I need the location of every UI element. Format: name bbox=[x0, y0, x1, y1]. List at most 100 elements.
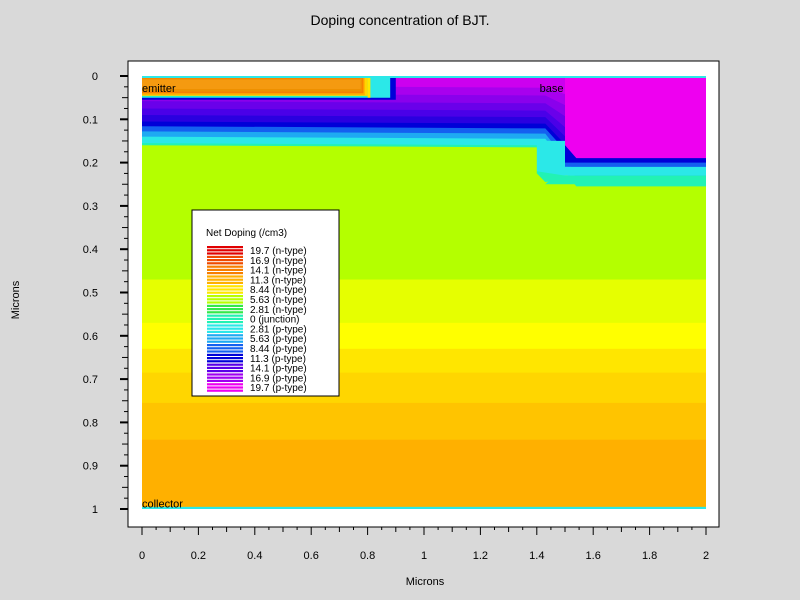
legend-swatch-6-1 bbox=[207, 308, 243, 311]
emitter-edge bbox=[367, 76, 371, 98]
legend-swatch-4-2 bbox=[207, 291, 243, 294]
legend-label-7: 0 (junction) bbox=[250, 315, 299, 326]
base-contact-region bbox=[565, 76, 706, 159]
x-tick-label-5: 1 bbox=[421, 550, 427, 562]
x-tick-label-4: 0.8 bbox=[360, 550, 375, 562]
legend-label-10: 8.44 (p-type) bbox=[250, 344, 307, 355]
chart-title: Doping concentration of BJT. bbox=[310, 12, 490, 28]
y-tick-label-7: 0.7 bbox=[83, 374, 98, 386]
legend-swatch-12-0 bbox=[207, 363, 243, 366]
legend-swatch-6-2 bbox=[207, 311, 243, 314]
y-tick-label-3: 0.3 bbox=[83, 201, 98, 213]
x-tick-label-1: 0.2 bbox=[191, 550, 206, 562]
legend-swatch-11-1 bbox=[207, 357, 243, 360]
x-tick-label-10: 2 bbox=[703, 550, 709, 562]
legend-swatch-12-1 bbox=[207, 366, 243, 369]
legend-label-5: 5.63 (n-type) bbox=[250, 295, 307, 306]
x-tick-label-0: 0 bbox=[139, 550, 145, 562]
legend-swatch-10-2 bbox=[207, 350, 243, 353]
emitter-core bbox=[142, 79, 361, 89]
x-tick-label-3: 0.6 bbox=[304, 550, 319, 562]
x-tick-label-6: 1.2 bbox=[473, 550, 488, 562]
legend-label-12: 14.1 (p-type) bbox=[250, 364, 307, 375]
legend-swatch-1-1 bbox=[207, 259, 243, 262]
region-label-emitter: emitter bbox=[142, 83, 176, 95]
legend-label-11: 11.3 (p-type) bbox=[250, 354, 306, 365]
legend-swatch-5-0 bbox=[207, 295, 243, 298]
legend-swatch-4-0 bbox=[207, 285, 243, 288]
legend-swatch-14-2 bbox=[207, 389, 243, 392]
legend-label-9: 5.63 (p-type) bbox=[250, 334, 307, 345]
legend-swatch-0-0 bbox=[207, 246, 243, 249]
legend: Net Doping (/cm3) 19.7 (n-type)16.9 (n-ty… bbox=[191, 209, 340, 397]
x-axis-label: Microns bbox=[405, 576, 445, 588]
base-extrinsic-band-4 bbox=[545, 175, 706, 185]
legend-swatch-1-0 bbox=[207, 255, 243, 258]
legend-swatch-3-0 bbox=[207, 275, 243, 278]
legend-swatch-14-1 bbox=[207, 386, 243, 389]
y-tick-label-4: 0.4 bbox=[83, 244, 98, 256]
legend-swatch-4-1 bbox=[207, 288, 243, 291]
legend-swatch-14-0 bbox=[207, 383, 243, 386]
region-labels: emitter base collector bbox=[142, 83, 563, 511]
legend-label-14: 19.7 (p-type) bbox=[250, 383, 307, 394]
base-step-junction-edge bbox=[536, 171, 565, 183]
base-contact-edge bbox=[565, 145, 706, 163]
legend-swatch-9-1 bbox=[207, 337, 243, 340]
legend-swatch-10-1 bbox=[207, 347, 243, 350]
legend-swatch-9-2 bbox=[207, 340, 243, 343]
y-tick-label-8: 0.8 bbox=[83, 417, 98, 429]
legend-swatch-3-1 bbox=[207, 278, 243, 281]
legend-swatch-13-0 bbox=[207, 373, 243, 376]
axes: 0 0.2 0.4 0.6 0.8 1 1.2 1.4 1.6 1.8 2 0 0.1 0.2 0.3 0.4… bbox=[83, 60, 720, 562]
legend-swatch-8-0 bbox=[207, 324, 243, 327]
legend-swatch-11-0 bbox=[207, 353, 243, 356]
legend-label-4: 8.44 (n-type) bbox=[250, 285, 307, 296]
legend-label-1: 16.9 (n-type) bbox=[250, 256, 307, 267]
y-tick-label-9: 0.9 bbox=[83, 461, 98, 473]
surface-line bbox=[142, 76, 706, 78]
y-tick-label-2: 0.2 bbox=[83, 158, 98, 170]
legend-label-13: 16.9 (p-type) bbox=[250, 373, 307, 384]
legend-swatch-1-2 bbox=[207, 262, 243, 265]
base-extrinsic-band-3 bbox=[565, 166, 706, 176]
legend-swatch-2-1 bbox=[207, 268, 243, 271]
legend-swatch-0-1 bbox=[207, 249, 243, 252]
legend-label-3: 11.3 (n-type) bbox=[250, 275, 306, 286]
legend-swatch-5-2 bbox=[207, 301, 243, 304]
legend-swatch-0-2 bbox=[207, 252, 243, 255]
y-tick-label-1: 0.1 bbox=[83, 114, 98, 126]
x-tick-label-7: 1.4 bbox=[529, 550, 544, 562]
x-tick-label-2: 0.4 bbox=[247, 550, 262, 562]
legend-label-8: 2.81 (p-type) bbox=[250, 324, 307, 335]
legend-swatch-13-1 bbox=[207, 376, 243, 379]
legend-swatch-2-0 bbox=[207, 265, 243, 268]
legend-swatch-8-1 bbox=[207, 327, 243, 330]
x-tick-label-8: 1.6 bbox=[586, 550, 601, 562]
legend-label-6: 2.81 (n-type) bbox=[250, 305, 307, 316]
legend-label-0: 19.7 (n-type) bbox=[250, 246, 307, 257]
y-tick-label-10: 1 bbox=[92, 504, 98, 516]
y-tick-label-0: 0 bbox=[92, 71, 98, 83]
doping-region-collector-bottom-junction bbox=[142, 506, 706, 509]
legend-label-2: 14.1 (n-type) bbox=[250, 266, 307, 277]
legend-swatch-2-2 bbox=[207, 272, 243, 275]
legend-swatch-3-2 bbox=[207, 281, 243, 284]
legend-swatch-6-0 bbox=[207, 304, 243, 307]
legend-swatch-7-1 bbox=[207, 317, 243, 320]
y-tick-label-6: 0.6 bbox=[83, 331, 98, 343]
legend-swatch-7-2 bbox=[207, 321, 243, 324]
legend-swatch-8-2 bbox=[207, 330, 243, 333]
legend-swatch-10-0 bbox=[207, 344, 243, 347]
legend-swatch-12-2 bbox=[207, 370, 243, 373]
legend-swatch-9-0 bbox=[207, 334, 243, 337]
base-step-junction bbox=[536, 140, 565, 176]
legend-swatch-7-0 bbox=[207, 314, 243, 317]
y-tick-label-5: 0.5 bbox=[83, 288, 98, 300]
region-label-base: base bbox=[540, 83, 564, 95]
legend-swatch-13-2 bbox=[207, 379, 243, 382]
legend-swatch-11-2 bbox=[207, 360, 243, 363]
legend-title: Net Doping (/cm3) bbox=[206, 228, 287, 239]
legend-swatch-5-1 bbox=[207, 298, 243, 301]
region-label-collector: collector bbox=[142, 499, 183, 511]
